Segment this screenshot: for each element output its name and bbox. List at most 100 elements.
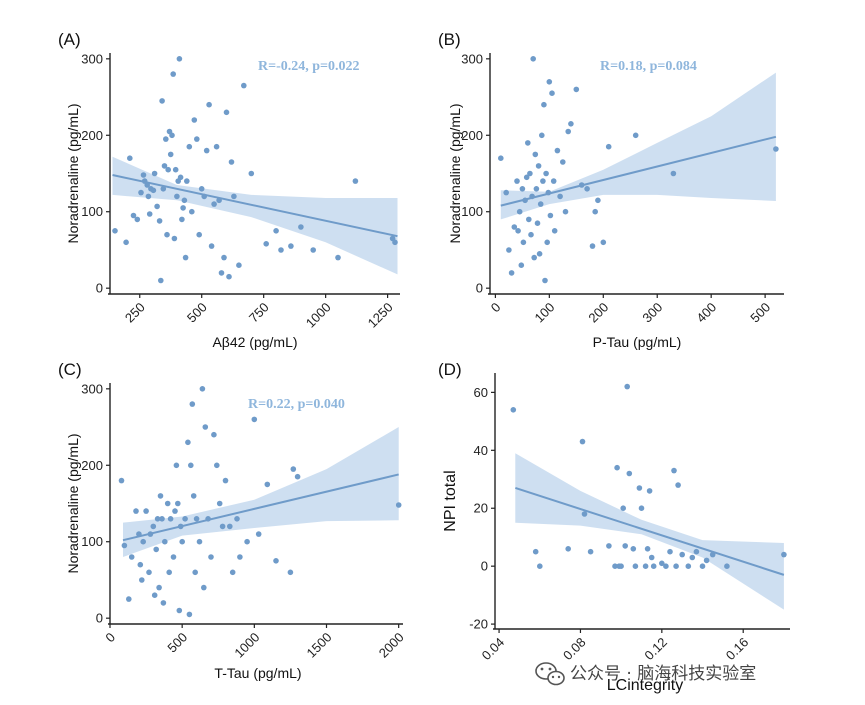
regression-line bbox=[122, 473, 399, 542]
y-tick-label: 100 bbox=[461, 204, 483, 219]
data-point bbox=[150, 187, 157, 194]
data-point bbox=[498, 155, 504, 161]
data-point bbox=[638, 505, 645, 512]
data-point bbox=[644, 546, 651, 552]
x-tick-label: 0.04 bbox=[479, 635, 508, 664]
y-tick-label: 300 bbox=[81, 51, 103, 66]
x-tick-label: 250 bbox=[122, 300, 148, 326]
data-point bbox=[510, 407, 517, 413]
data-point bbox=[174, 193, 180, 200]
data-point bbox=[551, 228, 558, 234]
data-point bbox=[216, 500, 223, 507]
data-point bbox=[171, 235, 178, 242]
data-point bbox=[201, 584, 207, 591]
panel-label: (C) bbox=[58, 360, 82, 379]
data-point bbox=[150, 523, 157, 530]
data-point bbox=[581, 511, 588, 517]
data-point bbox=[614, 464, 620, 471]
panel-a-chart: 0 100 200 300 250 500 750 1000 1250 Aβ42 (pg/mL) N… bbox=[58, 30, 400, 350]
data-point bbox=[231, 193, 237, 200]
y-tick-label: 300 bbox=[81, 381, 103, 396]
data-point bbox=[158, 277, 164, 284]
data-point bbox=[218, 270, 225, 276]
y-tick-label: 20 bbox=[474, 501, 488, 516]
data-point bbox=[169, 132, 175, 139]
confidence-band bbox=[500, 72, 776, 220]
data-point bbox=[630, 546, 637, 552]
data-point bbox=[237, 554, 243, 560]
data-point bbox=[128, 554, 135, 560]
data-point bbox=[126, 596, 132, 602]
data-point bbox=[535, 163, 542, 169]
data-point bbox=[172, 166, 179, 173]
data-point bbox=[650, 563, 657, 569]
data-point bbox=[208, 554, 214, 560]
data-point bbox=[532, 151, 539, 158]
confidence-band bbox=[112, 156, 398, 275]
data-point bbox=[511, 224, 518, 230]
data-point bbox=[154, 203, 160, 210]
data-point bbox=[127, 155, 133, 161]
data-point bbox=[251, 416, 258, 423]
data-point bbox=[541, 101, 547, 108]
data-point bbox=[146, 211, 153, 217]
data-point bbox=[539, 132, 545, 139]
panel-d-chart: -20 0 20 40 60 0.04 0.08 0.12 0.16 LCintegrity NPI… bbox=[438, 360, 790, 694]
data-point bbox=[164, 500, 171, 507]
data-point bbox=[140, 538, 146, 545]
data-point bbox=[170, 71, 176, 77]
watermark: 公众号 · 脑海科技实验室 bbox=[535, 662, 756, 686]
x-axis-title: LCintegrity bbox=[607, 677, 683, 694]
x-tick-label: 500 bbox=[747, 300, 773, 326]
data-point bbox=[530, 56, 536, 62]
data-point bbox=[781, 551, 787, 558]
data-point bbox=[537, 563, 543, 569]
y-tick-label: -20 bbox=[469, 617, 488, 632]
correlation-stat: R=0.22, p=0.040 bbox=[248, 397, 345, 412]
data-point bbox=[199, 386, 206, 392]
data-point bbox=[186, 611, 193, 618]
data-point bbox=[118, 477, 125, 484]
data-point bbox=[648, 554, 655, 561]
data-point bbox=[636, 485, 643, 491]
y-tick-label: 100 bbox=[81, 204, 103, 219]
data-point bbox=[352, 178, 359, 184]
data-point bbox=[540, 178, 546, 184]
data-point bbox=[562, 208, 569, 215]
data-point bbox=[153, 546, 159, 553]
data-point bbox=[208, 243, 215, 249]
data-point bbox=[228, 159, 235, 165]
data-point bbox=[241, 82, 247, 89]
data-point bbox=[196, 231, 202, 238]
data-point bbox=[180, 205, 186, 211]
data-point bbox=[154, 516, 161, 522]
data-point bbox=[573, 86, 580, 93]
data-point bbox=[185, 439, 191, 446]
y-tick-label: 0 bbox=[96, 281, 103, 296]
data-point bbox=[193, 516, 200, 522]
data-point bbox=[544, 239, 550, 246]
data-point bbox=[671, 467, 677, 474]
regression-line bbox=[515, 487, 785, 576]
data-point bbox=[547, 212, 554, 219]
data-point bbox=[160, 600, 167, 606]
data-point bbox=[190, 493, 197, 499]
data-point bbox=[170, 554, 177, 560]
data-point bbox=[145, 193, 152, 200]
data-point bbox=[632, 563, 639, 569]
data-point bbox=[667, 548, 673, 555]
confidence-band bbox=[123, 427, 399, 557]
data-point bbox=[146, 569, 152, 576]
data-point bbox=[151, 170, 158, 177]
data-point bbox=[202, 424, 209, 430]
data-point bbox=[236, 262, 242, 269]
data-point bbox=[226, 273, 232, 280]
panel-b-chart: 0 100 200 300 0 100 200 300 400 500 P-Tau (pg/mL) N… bbox=[438, 30, 784, 350]
data-point bbox=[624, 383, 630, 390]
data-point bbox=[123, 239, 129, 246]
data-point bbox=[244, 538, 250, 545]
x-tick-label: 300 bbox=[639, 300, 665, 326]
data-point bbox=[248, 170, 255, 177]
data-point bbox=[392, 239, 398, 246]
